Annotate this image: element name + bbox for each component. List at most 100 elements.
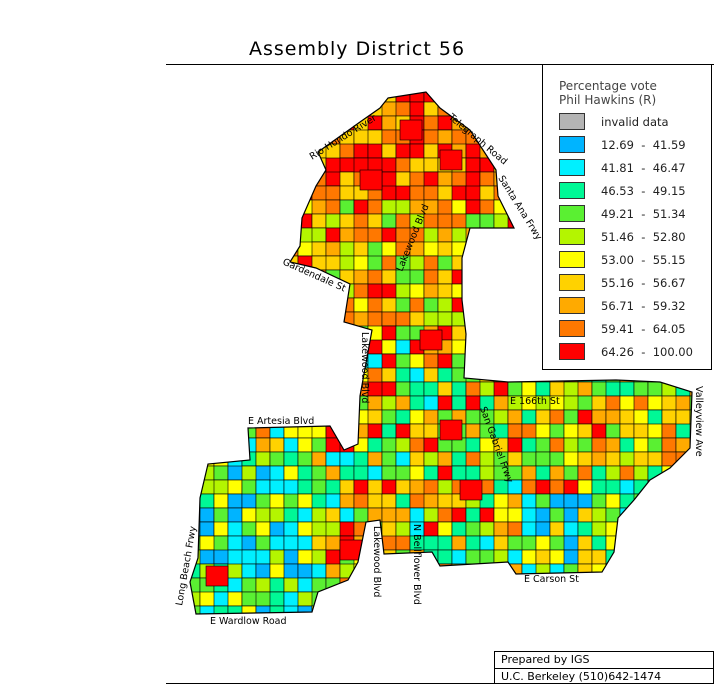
precinct xyxy=(227,283,243,299)
precinct xyxy=(339,493,355,509)
precinct xyxy=(227,255,257,271)
precinct xyxy=(339,255,355,271)
precinct xyxy=(465,92,481,103)
precinct xyxy=(199,199,215,215)
precinct xyxy=(255,297,271,327)
precinct xyxy=(213,367,229,383)
precinct xyxy=(409,101,425,117)
precinct xyxy=(381,577,397,593)
precinct xyxy=(255,269,271,299)
precinct xyxy=(479,339,495,355)
precinct xyxy=(227,213,257,243)
precinct xyxy=(451,535,467,551)
precinct xyxy=(227,409,243,425)
precinct xyxy=(269,577,285,593)
precinct xyxy=(493,92,509,103)
precinct xyxy=(255,395,271,411)
precinct xyxy=(199,297,229,313)
precinct xyxy=(689,563,692,579)
precinct xyxy=(353,269,369,285)
precinct xyxy=(507,381,523,397)
precinct xyxy=(325,591,341,607)
precinct xyxy=(241,507,257,523)
precinct xyxy=(437,367,453,383)
precinct xyxy=(353,563,369,593)
precinct xyxy=(675,451,691,481)
precinct xyxy=(395,479,411,495)
precinct xyxy=(507,577,523,593)
legend-label: 56.71 - 59.32 xyxy=(601,299,686,313)
precinct xyxy=(479,297,495,313)
precinct xyxy=(190,409,215,439)
precinct xyxy=(190,199,201,215)
precinct xyxy=(227,479,243,495)
precinct xyxy=(521,101,537,117)
precinct xyxy=(661,423,677,439)
precinct xyxy=(213,423,243,439)
precinct xyxy=(367,409,383,425)
precinct xyxy=(255,563,271,579)
precinct xyxy=(269,241,285,257)
precinct xyxy=(577,563,593,579)
precinct xyxy=(465,605,481,614)
precinct xyxy=(213,297,243,327)
precinct xyxy=(675,395,691,411)
precinct xyxy=(521,591,551,614)
precinct xyxy=(199,521,215,537)
precinct xyxy=(269,227,299,243)
precinct xyxy=(423,157,439,173)
precinct xyxy=(493,311,523,327)
precinct xyxy=(325,395,341,411)
precinct xyxy=(213,493,229,509)
precinct xyxy=(479,549,495,565)
precinct xyxy=(689,535,692,551)
precinct xyxy=(507,269,523,285)
precinct xyxy=(190,451,201,481)
precinct xyxy=(493,563,509,593)
legend-swatch xyxy=(559,182,585,199)
precinct xyxy=(241,283,257,299)
precinct xyxy=(353,92,369,117)
precinct xyxy=(297,451,313,467)
precinct xyxy=(325,563,341,579)
precinct xyxy=(199,311,215,327)
precinct xyxy=(437,381,453,397)
precinct xyxy=(437,563,453,593)
precinct xyxy=(675,493,691,523)
precinct xyxy=(661,591,677,607)
legend-item: 64.26 - 100.00 xyxy=(559,343,709,361)
precinct xyxy=(381,157,397,173)
precinct xyxy=(241,185,257,215)
precinct xyxy=(423,269,439,285)
precinct xyxy=(283,353,299,369)
precinct xyxy=(675,549,691,565)
precinct xyxy=(647,367,663,383)
precinct xyxy=(297,171,313,187)
precinct xyxy=(269,353,285,369)
precinct xyxy=(647,451,663,467)
precinct xyxy=(190,423,215,439)
precinct xyxy=(563,591,579,607)
precinct xyxy=(339,395,355,411)
precinct xyxy=(619,423,635,439)
precinct xyxy=(451,563,467,593)
precinct xyxy=(199,171,229,201)
precinct xyxy=(563,409,579,425)
precinct xyxy=(241,241,257,271)
precinct xyxy=(465,213,481,229)
precinct xyxy=(493,409,509,425)
precinct xyxy=(493,353,509,383)
precinct xyxy=(493,577,509,593)
precinct xyxy=(325,311,341,327)
legend-swatch xyxy=(559,274,585,291)
precinct xyxy=(213,143,229,159)
precinct xyxy=(465,367,481,383)
precinct xyxy=(493,521,509,537)
precinct xyxy=(241,213,257,243)
precinct xyxy=(297,339,327,355)
precinct xyxy=(367,199,383,215)
precinct xyxy=(213,381,229,397)
precinct xyxy=(325,325,341,341)
precinct xyxy=(283,157,299,173)
precinct xyxy=(563,423,579,439)
